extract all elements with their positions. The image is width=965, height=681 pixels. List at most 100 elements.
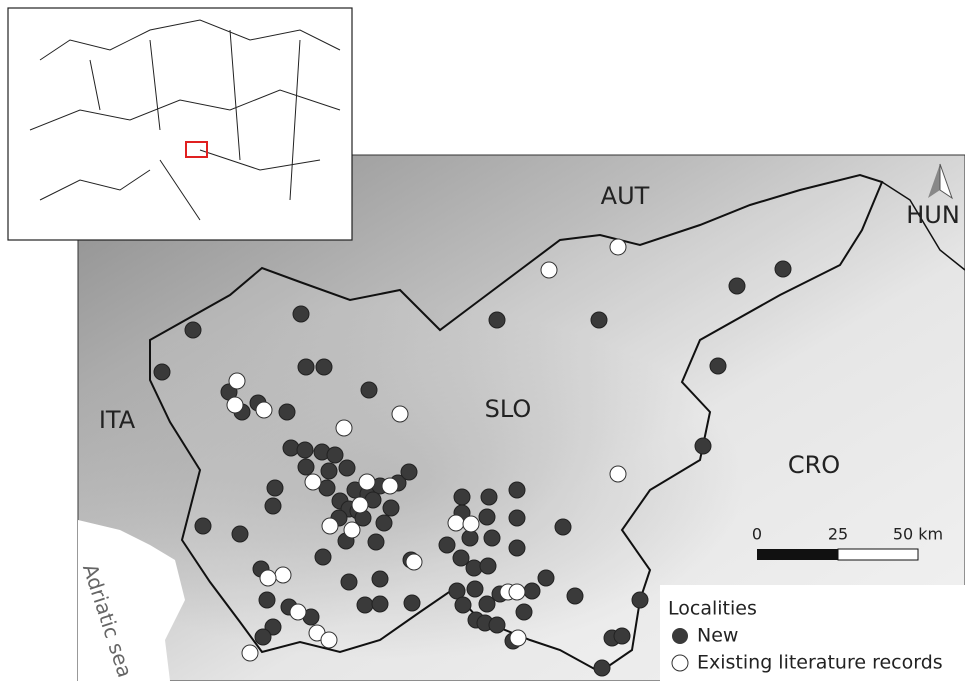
- legend-item: Existing literature records: [697, 652, 943, 674]
- locality-existing: [290, 604, 306, 620]
- legend: Localities New Existing literature recor…: [660, 585, 965, 681]
- locality-existing: [256, 402, 272, 418]
- locality-new: [298, 359, 314, 375]
- locality-new: [695, 438, 711, 454]
- page: AUT HUN ITA SLO CRO Adriatic sea 0 25 50…: [0, 0, 965, 681]
- locality-new: [614, 628, 630, 644]
- locality-new: [372, 571, 388, 587]
- locality-new: [481, 489, 497, 505]
- locality-existing: [610, 466, 626, 482]
- country-label: SLO: [485, 395, 532, 423]
- locality-new: [293, 306, 309, 322]
- locality-new: [524, 583, 540, 599]
- locality-new: [729, 278, 745, 294]
- locality-new: [341, 574, 357, 590]
- locality-new: [516, 604, 532, 620]
- scale-black: [757, 549, 838, 560]
- locality-new: [401, 464, 417, 480]
- locality-existing: [322, 518, 338, 534]
- locality-new: [327, 447, 343, 463]
- locality-new: [298, 459, 314, 475]
- locality-new: [154, 364, 170, 380]
- locality-new: [453, 550, 469, 566]
- locality-new: [368, 534, 384, 550]
- locality-new: [316, 359, 332, 375]
- locality-new: [479, 509, 495, 525]
- country-label: AUT: [601, 182, 650, 210]
- locality-new: [357, 597, 373, 613]
- locality-new: [455, 597, 471, 613]
- locality-new: [484, 530, 500, 546]
- locality-existing: [336, 420, 352, 436]
- locality-new: [489, 312, 505, 328]
- locality-existing: [352, 497, 368, 513]
- locality-new: [509, 540, 525, 556]
- locality-new: [185, 322, 201, 338]
- locality-new: [632, 592, 648, 608]
- locality-new: [339, 460, 355, 476]
- locality-new: [489, 617, 505, 633]
- locality-new: [361, 382, 377, 398]
- locality-new: [315, 549, 331, 565]
- legend-title: Localities: [668, 598, 757, 620]
- country-label: CRO: [788, 451, 840, 479]
- locality-new: [594, 660, 610, 676]
- locality-new: [279, 404, 295, 420]
- locality-existing: [463, 516, 479, 532]
- locality-new: [509, 510, 525, 526]
- locality-new: [265, 498, 281, 514]
- locality-new: [439, 537, 455, 553]
- country-label: HUN: [906, 201, 960, 229]
- locality-existing: [229, 373, 245, 389]
- locality-existing: [509, 584, 525, 600]
- scale-white: [838, 549, 918, 560]
- locality-new: [404, 595, 420, 611]
- locality-existing: [227, 397, 243, 413]
- locality-new: [538, 570, 554, 586]
- locality-existing: [406, 554, 422, 570]
- locality-existing: [260, 570, 276, 586]
- locality-new: [255, 629, 271, 645]
- country-label: ITA: [99, 406, 136, 434]
- inset-map: [8, 8, 352, 240]
- locality-new: [710, 358, 726, 374]
- locality-new: [259, 592, 275, 608]
- locality-new: [480, 558, 496, 574]
- locality-new: [321, 463, 337, 479]
- locality-new: [555, 519, 571, 535]
- locality-existing: [541, 262, 557, 278]
- locality-new: [283, 440, 299, 456]
- locality-existing: [242, 645, 258, 661]
- locality-existing: [510, 630, 526, 646]
- scale-label: 25: [828, 525, 848, 544]
- locality-existing: [392, 406, 408, 422]
- locality-new: [383, 500, 399, 516]
- scale-label: 50 km: [893, 525, 943, 544]
- locality-existing: [382, 478, 398, 494]
- locality-new: [376, 515, 392, 531]
- locality-new: [232, 526, 248, 542]
- locality-new: [567, 588, 583, 604]
- locality-existing: [275, 567, 291, 583]
- legend-symbol-new: [672, 628, 688, 644]
- locality-existing: [344, 522, 360, 538]
- locality-new: [479, 596, 495, 612]
- locality-existing: [305, 474, 321, 490]
- locality-existing: [610, 239, 626, 255]
- locality-new: [775, 261, 791, 277]
- locality-new: [454, 489, 470, 505]
- legend-item: New: [697, 625, 738, 647]
- locality-new: [466, 560, 482, 576]
- locality-existing: [359, 474, 375, 490]
- locality-new: [591, 312, 607, 328]
- map: AUT HUN ITA SLO CRO Adriatic sea 0 25 50…: [0, 0, 965, 681]
- locality-new: [372, 596, 388, 612]
- locality-new: [467, 581, 483, 597]
- locality-existing: [448, 515, 464, 531]
- locality-new: [297, 442, 313, 458]
- scale-label: 0: [752, 525, 762, 544]
- locality-new: [267, 480, 283, 496]
- locality-new: [195, 518, 211, 534]
- inset-frame: [8, 8, 352, 240]
- locality-existing: [321, 632, 337, 648]
